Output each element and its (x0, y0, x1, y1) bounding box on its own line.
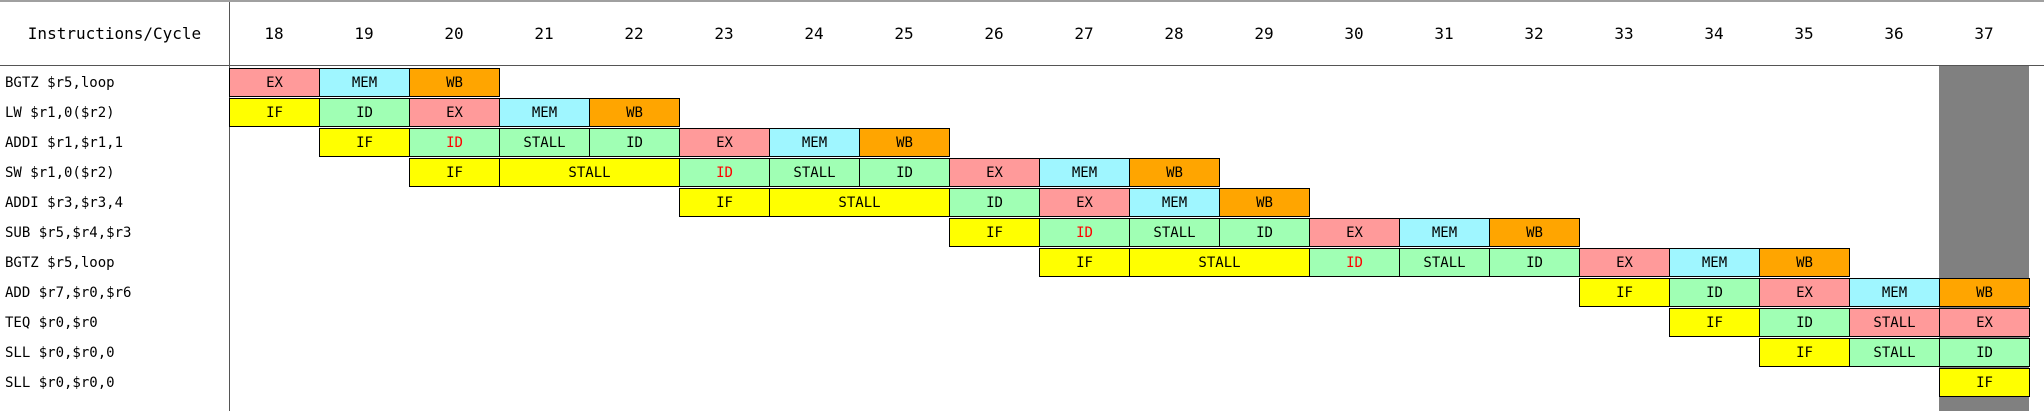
cycle-header: 18 (264, 24, 284, 43)
stage-cell: WB (1489, 218, 1580, 247)
header-border (0, 65, 2044, 66)
stage-cell: IF (1759, 338, 1850, 367)
stage-cell: IF (409, 158, 500, 187)
cycle-header: 35 (1794, 24, 1814, 43)
column-border (229, 2, 230, 411)
stage-cell: WB (409, 68, 500, 97)
stage-cell: EX (1039, 188, 1130, 217)
cycle-header: 36 (1884, 24, 1904, 43)
stage-cell: MEM (769, 128, 860, 157)
stage-cell: ID (1759, 308, 1850, 337)
stage-cell: WB (1129, 158, 1220, 187)
stage-cell: ID (1489, 248, 1580, 277)
stage-cell: WB (1219, 188, 1310, 217)
stage-cell: WB (589, 98, 680, 127)
stage-cell: STALL (769, 188, 950, 217)
cycle-header: 32 (1524, 24, 1544, 43)
cycle-header: 37 (1974, 24, 1994, 43)
stage-cell: MEM (1129, 188, 1220, 217)
stage-cell: WB (1939, 278, 2030, 307)
stage-cell: IF (319, 128, 410, 157)
cycle-header: 20 (444, 24, 464, 43)
stage-cell: STALL (1849, 338, 1940, 367)
instruction-label: TEQ $r0,$r0 (5, 315, 98, 331)
instruction-label: BGTZ $r5,loop (5, 75, 115, 91)
stage-cell: IF (1579, 278, 1670, 307)
stage-cell: STALL (1129, 248, 1310, 277)
stage-cell: ID (949, 188, 1040, 217)
stage-cell: STALL (1849, 308, 1940, 337)
cycle-header: 30 (1344, 24, 1364, 43)
cycle-header: 19 (354, 24, 374, 43)
cycle-header: 23 (714, 24, 734, 43)
stage-cell: STALL (499, 158, 680, 187)
stage-cell: WB (859, 128, 950, 157)
stage-cell: ID (679, 158, 770, 187)
stage-cell: EX (949, 158, 1040, 187)
cycle-header: 27 (1074, 24, 1094, 43)
stage-cell: STALL (1399, 248, 1490, 277)
instruction-label: SW $r1,0($r2) (5, 165, 115, 181)
cycle-header: 34 (1704, 24, 1724, 43)
stage-cell: MEM (1039, 158, 1130, 187)
cycle-header: 33 (1614, 24, 1634, 43)
cycle-header: 26 (984, 24, 1004, 43)
instruction-label: ADD $r7,$r0,$r6 (5, 285, 132, 301)
cycle-header: 31 (1434, 24, 1454, 43)
stage-cell: EX (1759, 278, 1850, 307)
stage-cell: ID (409, 128, 500, 157)
stage-cell: IF (229, 98, 320, 127)
instruction-label: BGTZ $r5,loop (5, 255, 115, 271)
stage-cell: WB (1759, 248, 1850, 277)
cycle-header: 28 (1164, 24, 1184, 43)
stage-cell: MEM (319, 68, 410, 97)
stage-cell: ID (1939, 338, 2030, 367)
stage-cell: MEM (499, 98, 590, 127)
stage-cell: MEM (1849, 278, 1940, 307)
stage-cell: ID (1039, 218, 1130, 247)
cycle-header: 24 (804, 24, 824, 43)
stage-cell: EX (679, 128, 770, 157)
stage-cell: STALL (769, 158, 860, 187)
instruction-label: ADDI $r3,$r3,4 (5, 195, 124, 211)
stage-cell: MEM (1399, 218, 1490, 247)
stage-cell: ID (1219, 218, 1310, 247)
instruction-label: LW $r1,0($r2) (5, 105, 115, 121)
stage-cell: EX (229, 68, 320, 97)
instruction-label: SLL $r0,$r0,0 (5, 345, 115, 361)
stage-cell: ID (1309, 248, 1400, 277)
stage-cell: EX (409, 98, 500, 127)
stage-cell: EX (1309, 218, 1400, 247)
stage-cell: IF (1939, 368, 2030, 397)
header-label: Instructions/Cycle (27, 24, 202, 43)
instruction-label: SUB $r5,$r4,$r3 (5, 225, 132, 241)
stage-cell: STALL (1129, 218, 1220, 247)
instruction-label: SLL $r0,$r0,0 (5, 375, 115, 391)
cycle-header: 21 (534, 24, 554, 43)
cycle-header: 29 (1254, 24, 1274, 43)
stage-cell: ID (859, 158, 950, 187)
stage-cell: IF (679, 188, 770, 217)
stage-cell: ID (319, 98, 410, 127)
stage-cell: MEM (1669, 248, 1760, 277)
stage-cell: IF (949, 218, 1040, 247)
stage-cell: EX (1939, 308, 2030, 337)
cycle-header: 22 (624, 24, 644, 43)
stage-cell: IF (1669, 308, 1760, 337)
stage-cell: ID (589, 128, 680, 157)
cycle-header: 25 (894, 24, 914, 43)
instruction-label: ADDI $r1,$r1,1 (5, 135, 124, 151)
stage-cell: IF (1039, 248, 1130, 277)
stage-cell: STALL (499, 128, 590, 157)
stage-cell: EX (1579, 248, 1670, 277)
stage-cell: ID (1669, 278, 1760, 307)
